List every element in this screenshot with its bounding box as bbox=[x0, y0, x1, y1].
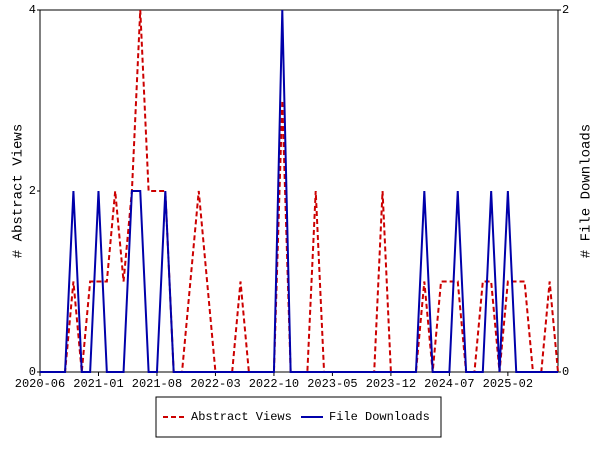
y-axis-label: # Abstract Views bbox=[11, 124, 27, 258]
x-tick-label: 2023-12 bbox=[366, 377, 416, 391]
y-tick-label: 4 bbox=[29, 3, 36, 17]
x-tick-label: 2022-10 bbox=[249, 377, 299, 391]
legend-label: Abstract Views bbox=[191, 410, 292, 424]
series-line bbox=[40, 9, 558, 373]
x-tick-label: 2020-06 bbox=[15, 377, 65, 391]
y-tick-label: 0 bbox=[29, 365, 36, 379]
y2-tick-label: 0 bbox=[562, 365, 569, 379]
x-tick-label: 2021-01 bbox=[73, 377, 123, 391]
x-tick-label: 2025-02 bbox=[483, 377, 533, 391]
y-tick-label: 2 bbox=[29, 184, 36, 198]
series-line bbox=[40, 9, 559, 373]
legend-box bbox=[155, 396, 442, 438]
y2-axis-label: # File Downloads bbox=[579, 124, 595, 258]
y2-tick-label: 2 bbox=[562, 3, 569, 17]
x-tick-label: 2021-08 bbox=[132, 377, 182, 391]
x-tick-label: 2022-03 bbox=[190, 377, 240, 391]
x-tick-label: 2023-05 bbox=[307, 377, 357, 391]
x-tick-label: 2024-07 bbox=[424, 377, 474, 391]
legend-label: File Downloads bbox=[329, 410, 430, 424]
